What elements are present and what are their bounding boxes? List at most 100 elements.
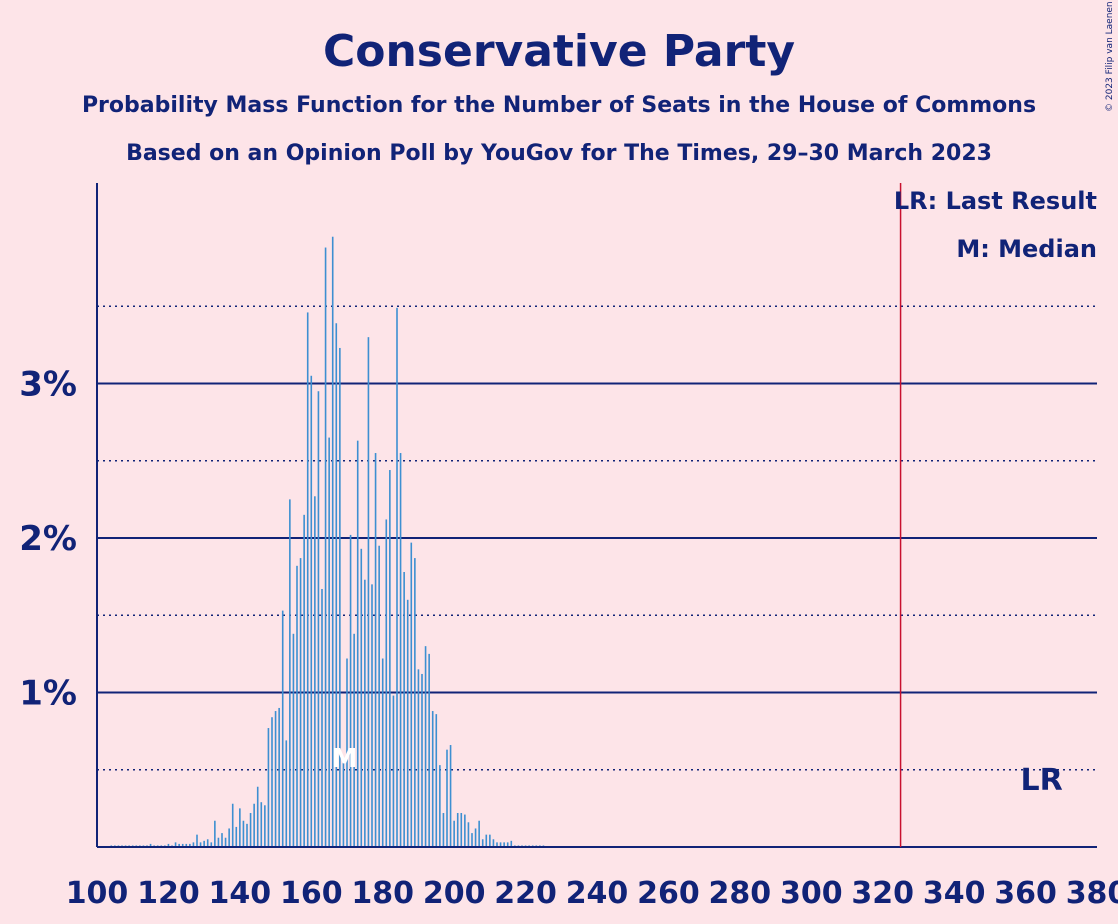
bar <box>364 579 366 847</box>
bar <box>453 820 455 847</box>
bar <box>210 842 213 847</box>
bar <box>339 347 341 847</box>
bar <box>242 820 245 847</box>
bar <box>249 813 252 847</box>
bar <box>371 584 373 847</box>
bar <box>431 711 434 847</box>
x-tick-label: 320 <box>851 876 914 911</box>
x-tick-label: 340 <box>923 876 986 911</box>
bar <box>328 437 330 847</box>
bar <box>281 610 284 847</box>
bar <box>353 633 355 847</box>
bar <box>474 828 477 847</box>
bar <box>392 695 395 847</box>
bar <box>346 658 348 847</box>
chart-subtitle-2: Based on an Opinion Poll by YouGov for T… <box>126 141 992 166</box>
bar <box>389 470 391 847</box>
x-tick-label: 300 <box>780 876 843 911</box>
bar <box>306 312 309 847</box>
x-tick-labels: 100 120 140 160 180 200 220 240 260 280 300 320 340 3… <box>66 876 1118 911</box>
x-tick-label: 140 <box>209 876 272 911</box>
bar <box>214 820 216 847</box>
bar <box>403 571 405 847</box>
x-tick-label: 200 <box>423 876 486 911</box>
legend-last-result: LR: Last Result <box>894 187 1097 215</box>
y-tick-label: 2% <box>19 519 77 559</box>
bar <box>467 822 470 847</box>
x-tick-label: 380 <box>1066 876 1118 911</box>
x-tick-label: 180 <box>351 876 414 911</box>
bar <box>360 548 363 847</box>
x-tick-label: 240 <box>566 876 629 911</box>
x-tick-label: 220 <box>494 876 557 911</box>
bar <box>274 711 277 847</box>
bar <box>235 826 238 847</box>
bar <box>485 834 488 847</box>
chart-title: Conservative Party <box>323 26 795 77</box>
bar <box>253 803 255 847</box>
bar <box>464 814 466 847</box>
x-tick-label: 360 <box>994 876 1057 911</box>
bar <box>478 820 480 847</box>
bar <box>178 843 180 847</box>
bar <box>489 834 491 847</box>
bar <box>410 542 413 847</box>
bar <box>199 842 202 847</box>
x-tick-label: 160 <box>280 876 343 911</box>
copyright-note: © 2023 Filip van Laenen <box>1105 1 1115 112</box>
bar <box>396 307 398 847</box>
bar <box>428 653 430 847</box>
x-tick-label: 260 <box>637 876 700 911</box>
bar <box>421 673 423 847</box>
chart-subtitle-1: Probability Mass Function for the Number… <box>82 93 1036 118</box>
bar <box>460 813 463 847</box>
bar <box>267 728 270 847</box>
bar <box>385 519 388 847</box>
bar <box>510 840 513 847</box>
bar <box>349 534 352 847</box>
last-result-marker: LR <box>1020 763 1062 798</box>
x-tick-label: 280 <box>709 876 772 911</box>
bar <box>181 843 184 847</box>
bar <box>196 834 198 847</box>
bar <box>256 786 259 847</box>
y-tick-labels: 1% 2% 3% <box>19 365 77 714</box>
axes <box>96 183 1097 848</box>
bar <box>435 714 438 847</box>
bar <box>442 813 445 847</box>
bar <box>231 803 234 847</box>
bar <box>374 453 377 847</box>
bar <box>296 565 298 847</box>
bar <box>246 823 248 847</box>
bar <box>417 669 420 847</box>
bar <box>506 842 509 847</box>
bar <box>167 843 170 847</box>
bar <box>221 833 223 847</box>
x-tick-label: 120 <box>137 876 200 911</box>
bar <box>189 843 191 847</box>
bar <box>192 842 195 847</box>
bar <box>317 391 320 847</box>
bar <box>314 496 316 847</box>
median-marker: M <box>331 744 357 774</box>
bar <box>424 646 427 847</box>
bar <box>174 842 177 847</box>
y-tick-label: 3% <box>19 365 77 405</box>
bar <box>449 745 452 847</box>
bar <box>299 558 302 847</box>
bar <box>342 762 345 847</box>
bar <box>321 588 323 847</box>
bar <box>356 440 359 847</box>
bar <box>324 247 327 848</box>
y-tick-label: 1% <box>19 674 77 714</box>
bar <box>481 839 484 847</box>
bar <box>399 453 402 847</box>
bar <box>292 633 295 847</box>
bar <box>206 839 209 847</box>
bar <box>278 707 280 847</box>
bar <box>185 843 188 847</box>
bar <box>285 740 288 847</box>
bar <box>446 749 448 847</box>
bar <box>414 558 416 847</box>
